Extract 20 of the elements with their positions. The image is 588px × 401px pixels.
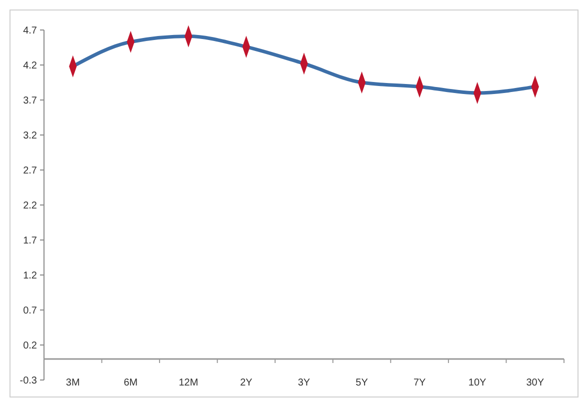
y-tick-label: 3.2 <box>23 130 38 142</box>
x-tick-label: 6M <box>124 378 138 388</box>
y-tick-label: 2.2 <box>23 200 38 212</box>
x-tick-label: 5Y <box>356 378 368 388</box>
y-tick-label: 1.7 <box>23 236 38 246</box>
y-tick-label: 1.2 <box>23 270 38 282</box>
x-tick-label: 7Y <box>413 378 426 388</box>
y-tick-label: 4.2 <box>23 60 38 72</box>
x-tick-label: 10Y <box>468 378 487 388</box>
y-tick-label: 4.7 <box>23 26 38 36</box>
y-tick-label: 0.2 <box>23 340 38 352</box>
x-tick-label: 2Y <box>240 378 253 388</box>
y-tick-label: 0.7 <box>23 306 38 316</box>
y-tick-label: -0.3 <box>20 376 38 386</box>
x-tick-label: 3M <box>66 378 80 388</box>
x-tick-label: 12M <box>178 378 198 388</box>
y-tick-label: 2.7 <box>23 166 38 176</box>
x-tick-label: 30Y <box>526 378 544 388</box>
x-tick-label: 3Y <box>298 378 310 388</box>
y-tick-label: 3.7 <box>23 96 38 106</box>
